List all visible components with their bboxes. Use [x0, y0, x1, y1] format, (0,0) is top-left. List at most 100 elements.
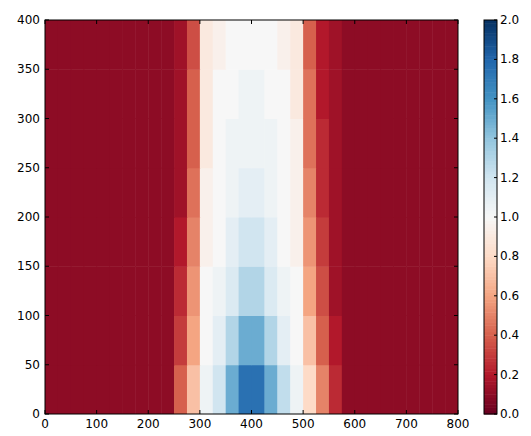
heatmap-cell [239, 365, 252, 414]
heatmap-cell [393, 20, 406, 70]
y-tick [45, 167, 49, 168]
colorbar-segment [484, 148, 497, 152]
heatmap-cell [110, 266, 123, 316]
heatmap-cell [148, 217, 161, 267]
heatmap-cell [355, 119, 368, 169]
heatmap-cell [445, 168, 458, 218]
x-tick-label: 300 [188, 417, 211, 431]
colorbar-segment [484, 309, 497, 313]
colorbar-tick-label: 0.0 [500, 407, 519, 421]
heatmap-cell [406, 365, 419, 414]
heatmap-cell [303, 217, 316, 267]
heatmap-cell [316, 168, 329, 218]
colorbar-segment [484, 204, 497, 208]
x-tick [96, 20, 97, 24]
heatmap-cell [226, 20, 239, 70]
heatmap-cell [58, 217, 71, 267]
heatmap-cell [406, 20, 419, 70]
heatmap-cell [97, 316, 110, 366]
heatmap-cell [329, 365, 342, 414]
colorbar-segment [484, 59, 497, 63]
heatmap-cell [58, 365, 71, 414]
colorbar-segment [484, 250, 497, 254]
heatmap-cell [122, 365, 135, 414]
colorbar-segment [484, 302, 497, 306]
colorbar-segment [484, 50, 497, 54]
y-tick-label: 50 [25, 358, 40, 372]
heatmap-cell [445, 217, 458, 267]
colorbar-segment [484, 33, 497, 37]
x-tick [354, 410, 355, 414]
heatmap-cell [148, 316, 161, 366]
y-tick-label: 250 [17, 161, 40, 175]
heatmap-cell [239, 20, 252, 70]
heatmap-cell [316, 365, 329, 414]
colorbar-segment [484, 224, 497, 228]
colorbar-segment [484, 178, 497, 182]
heatmap-cell [174, 316, 187, 366]
heatmap-cell [45, 119, 58, 169]
colorbar-segment [484, 105, 497, 109]
heatmap-cell [226, 266, 239, 316]
colorbar-segment [484, 184, 497, 188]
heatmap-cell [252, 217, 265, 267]
heatmap-cell [329, 69, 342, 119]
x-tick [354, 20, 355, 24]
colorbar-segment [484, 338, 497, 342]
colorbar-segment [484, 53, 497, 57]
y-tick-label: 400 [17, 13, 40, 27]
x-tick [303, 20, 304, 24]
heatmap-cell [213, 217, 226, 267]
y-tick [454, 20, 458, 21]
colorbar-segment [484, 342, 497, 346]
colorbar-segment [484, 96, 497, 100]
heatmap-cell [252, 168, 265, 218]
heatmap-cell [174, 217, 187, 267]
colorbar-segment [484, 56, 497, 60]
heatmap-cell [406, 316, 419, 366]
heatmap-cell [368, 316, 381, 366]
heatmap-cell [432, 316, 445, 366]
colorbar-segment [484, 122, 497, 126]
heatmap-cell [419, 20, 432, 70]
x-tick [45, 410, 46, 414]
heatmap-cell [393, 365, 406, 414]
heatmap-cell [264, 316, 277, 366]
colorbar-tick-label: 1.8 [500, 52, 519, 66]
heatmap-cell [135, 266, 148, 316]
x-tick [148, 20, 149, 24]
x-tick [199, 410, 200, 414]
heatmap-cell [97, 20, 110, 70]
heatmap-cell [329, 217, 342, 267]
heatmap-cell [122, 20, 135, 70]
heatmap-cell [368, 365, 381, 414]
colorbar-segment [484, 358, 497, 362]
colorbar-segment [484, 401, 497, 405]
heatmap-cell [406, 266, 419, 316]
heatmap-cell [432, 119, 445, 169]
heatmap-cell [213, 365, 226, 414]
heatmap-cell [381, 119, 394, 169]
heatmap-cell [252, 316, 265, 366]
heatmap-cell [200, 20, 213, 70]
colorbar-segment [484, 398, 497, 402]
y-tick-label: 350 [17, 62, 40, 76]
heatmap-cell [135, 119, 148, 169]
heatmap-cell [277, 119, 290, 169]
heatmap-cell [110, 69, 123, 119]
heatmap-cell [45, 168, 58, 218]
heatmap-cell [277, 316, 290, 366]
heatmap-cell [316, 20, 329, 70]
heatmap-cell [264, 69, 277, 119]
heatmap-cell [161, 119, 174, 169]
colorbar-segment [484, 348, 497, 352]
heatmap-cell [277, 365, 290, 414]
heatmap-cells [45, 20, 458, 414]
heatmap-cell [161, 316, 174, 366]
heatmap-cell [148, 266, 161, 316]
heatmap-cell [226, 69, 239, 119]
heatmap-cell [316, 316, 329, 366]
heatmap-cell [264, 266, 277, 316]
x-tick [148, 410, 149, 414]
heatmap-cell [84, 316, 97, 366]
